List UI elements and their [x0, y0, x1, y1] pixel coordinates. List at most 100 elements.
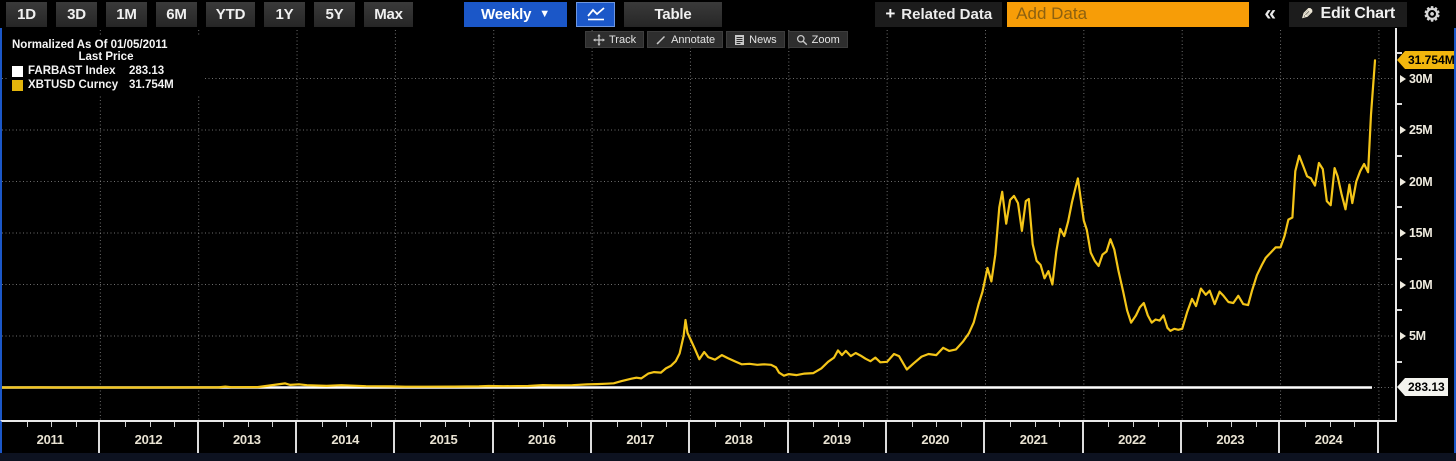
- y-axis-minor-tick: [1397, 154, 1402, 157]
- news-label: News: [749, 33, 777, 46]
- interval-dropdown-weekly[interactable]: Weekly ▼: [464, 1, 567, 27]
- x-axis-minor-tick: [346, 422, 348, 427]
- x-axis-year-label: 2024: [1314, 432, 1343, 447]
- line-chart-icon: [586, 7, 605, 21]
- legend-value: 31.754M: [129, 79, 174, 91]
- x-axis-minor-tick: [764, 422, 766, 427]
- x-axis-year-cell[interactable]: 2012: [100, 422, 199, 453]
- axis-tick-arrow-icon: [1400, 126, 1406, 134]
- legend-normalized-title: Normalized As Of 01/05/2011: [12, 39, 168, 51]
- x-axis-year-label: 2015: [429, 432, 458, 447]
- chevron-down-icon: ▼: [539, 8, 550, 20]
- x-axis-year-cell[interactable]: 2020: [887, 422, 986, 453]
- related-data-button[interactable]: + Related Data: [875, 1, 1003, 27]
- period-button-1m[interactable]: 1M: [106, 1, 147, 27]
- annotate-label: Annotate: [671, 33, 716, 46]
- x-axis-minor-tick: [419, 422, 421, 427]
- period-button-5y[interactable]: 5Y: [314, 1, 355, 27]
- x-axis-year-cell[interactable]: 2022: [1084, 422, 1183, 453]
- period-button-max[interactable]: Max: [364, 1, 413, 27]
- x-axis-year-cell[interactable]: 2023: [1182, 422, 1281, 453]
- x-axis-year-label: 2011: [36, 432, 64, 447]
- news-page-icon: [735, 34, 745, 45]
- x-axis-minor-tick: [960, 422, 962, 427]
- annotate-button[interactable]: Annotate: [647, 31, 724, 48]
- pencil-icon: ✎: [1301, 6, 1314, 23]
- x-axis-minor-tick: [444, 422, 446, 427]
- x-axis-year-label: 2023: [1216, 432, 1245, 447]
- x-axis-minor-tick: [1132, 422, 1134, 427]
- table-button[interactable]: Table: [624, 1, 722, 27]
- farbast-last-price-tag: 283.13: [1397, 378, 1448, 396]
- x-axis-year-label: 2022: [1118, 432, 1146, 447]
- x-axis-year-label: 2013: [232, 432, 261, 447]
- y-axis-tick-text: 15M: [1409, 226, 1433, 240]
- x-axis-year-cell[interactable]: 2013: [199, 422, 298, 453]
- x-axis-minor-tick: [641, 422, 643, 427]
- zoom-button[interactable]: Zoom: [787, 31, 848, 48]
- x-axis-year-label: 2017: [626, 432, 655, 447]
- x-axis-minor-tick: [1329, 422, 1331, 427]
- x-axis-stub-cell: [1379, 422, 1397, 453]
- y-axis-minor-tick: [1397, 257, 1402, 260]
- period-button-1y[interactable]: 1Y: [264, 1, 305, 27]
- add-data-input[interactable]: [1007, 1, 1250, 27]
- xbtusd-swatch: [12, 79, 23, 91]
- track-crosshair-icon: [593, 33, 605, 46]
- period-button-1d[interactable]: 1D: [6, 1, 47, 27]
- x-axis-minor-tick: [1157, 422, 1159, 427]
- x-axis-minor-tick: [862, 422, 864, 427]
- x-axis-minor-tick: [51, 422, 53, 427]
- x-axis-year-label: 2019: [823, 432, 851, 447]
- x-axis-minor-tick: [567, 422, 569, 427]
- y-axis-minor-tick: [1397, 103, 1402, 106]
- x-axis-minor-tick: [714, 422, 716, 427]
- gear-icon: ⚙: [1423, 3, 1441, 26]
- chart-type-button[interactable]: [576, 1, 615, 27]
- collapse-toolbar-button[interactable]: «: [1264, 2, 1276, 25]
- window-right-edge: [1454, 28, 1456, 453]
- legend-label: XBTUSD Curncy: [28, 79, 119, 91]
- y-axis: 31.754M 283.13 5M 10M 15M 20M 25M 30M: [1397, 28, 1456, 453]
- x-axis-year-cell[interactable]: 2018: [690, 422, 789, 453]
- x-axis-year-cell[interactable]: 2016: [494, 422, 593, 453]
- x-axis-year-cell[interactable]: 2015: [395, 422, 494, 453]
- farbast-swatch: [12, 65, 23, 77]
- track-button[interactable]: Track: [585, 31, 645, 48]
- x-axis-minor-tick: [321, 422, 323, 427]
- x-axis-minor-tick: [936, 422, 938, 427]
- settings-button[interactable]: ⚙: [1416, 2, 1448, 27]
- x-axis-minor-tick: [665, 422, 667, 427]
- interval-label: Weekly: [481, 5, 532, 23]
- price-chart: [2, 30, 1395, 420]
- y-axis-tick-label: 20M: [1400, 174, 1433, 190]
- period-button-6m[interactable]: 6M: [156, 1, 197, 27]
- magnifier-icon: [796, 34, 807, 45]
- legend-item-farbast[interactable]: FARBAST Index 283.13: [12, 65, 200, 77]
- edit-chart-button[interactable]: ✎ Edit Chart: [1289, 1, 1407, 27]
- x-axis-minor-tick: [223, 422, 225, 427]
- period-button-3d[interactable]: 3D: [56, 1, 97, 27]
- legend-value: 283.13: [129, 65, 165, 77]
- x-axis-year-cell[interactable]: 2019: [789, 422, 888, 453]
- legend-item-xbtusd[interactable]: XBTUSD Curncy 31.754M: [12, 79, 200, 91]
- edit-chart-label: Edit Chart: [1320, 5, 1396, 22]
- x-axis-minor-tick: [75, 422, 77, 427]
- axis-tick-arrow-icon: [1400, 280, 1406, 289]
- news-button[interactable]: News: [726, 31, 785, 48]
- x-axis-year-cell[interactable]: 2014: [297, 422, 396, 453]
- x-axis-minor-tick: [518, 422, 520, 427]
- x-axis-minor-tick: [1108, 422, 1110, 427]
- y-axis-tick-text: 10M: [1409, 277, 1433, 292]
- chart-plot-area[interactable]: Track Annotate News: [0, 28, 1397, 420]
- x-axis-minor-tick: [1305, 422, 1307, 427]
- x-axis-year-cell[interactable]: 2024: [1280, 422, 1379, 453]
- period-button-ytd[interactable]: YTD: [206, 1, 255, 27]
- x-axis-year-cell[interactable]: 2011: [2, 422, 101, 453]
- x-axis-year-label: 2016: [528, 432, 556, 447]
- y-axis-tick-text: 5M: [1409, 329, 1426, 343]
- x-axis-year-cell[interactable]: 2021: [985, 422, 1084, 453]
- x-axis-minor-tick: [247, 422, 249, 427]
- x-axis-year-cell[interactable]: 2017: [592, 422, 691, 453]
- y-axis-minor-tick: [1397, 360, 1402, 363]
